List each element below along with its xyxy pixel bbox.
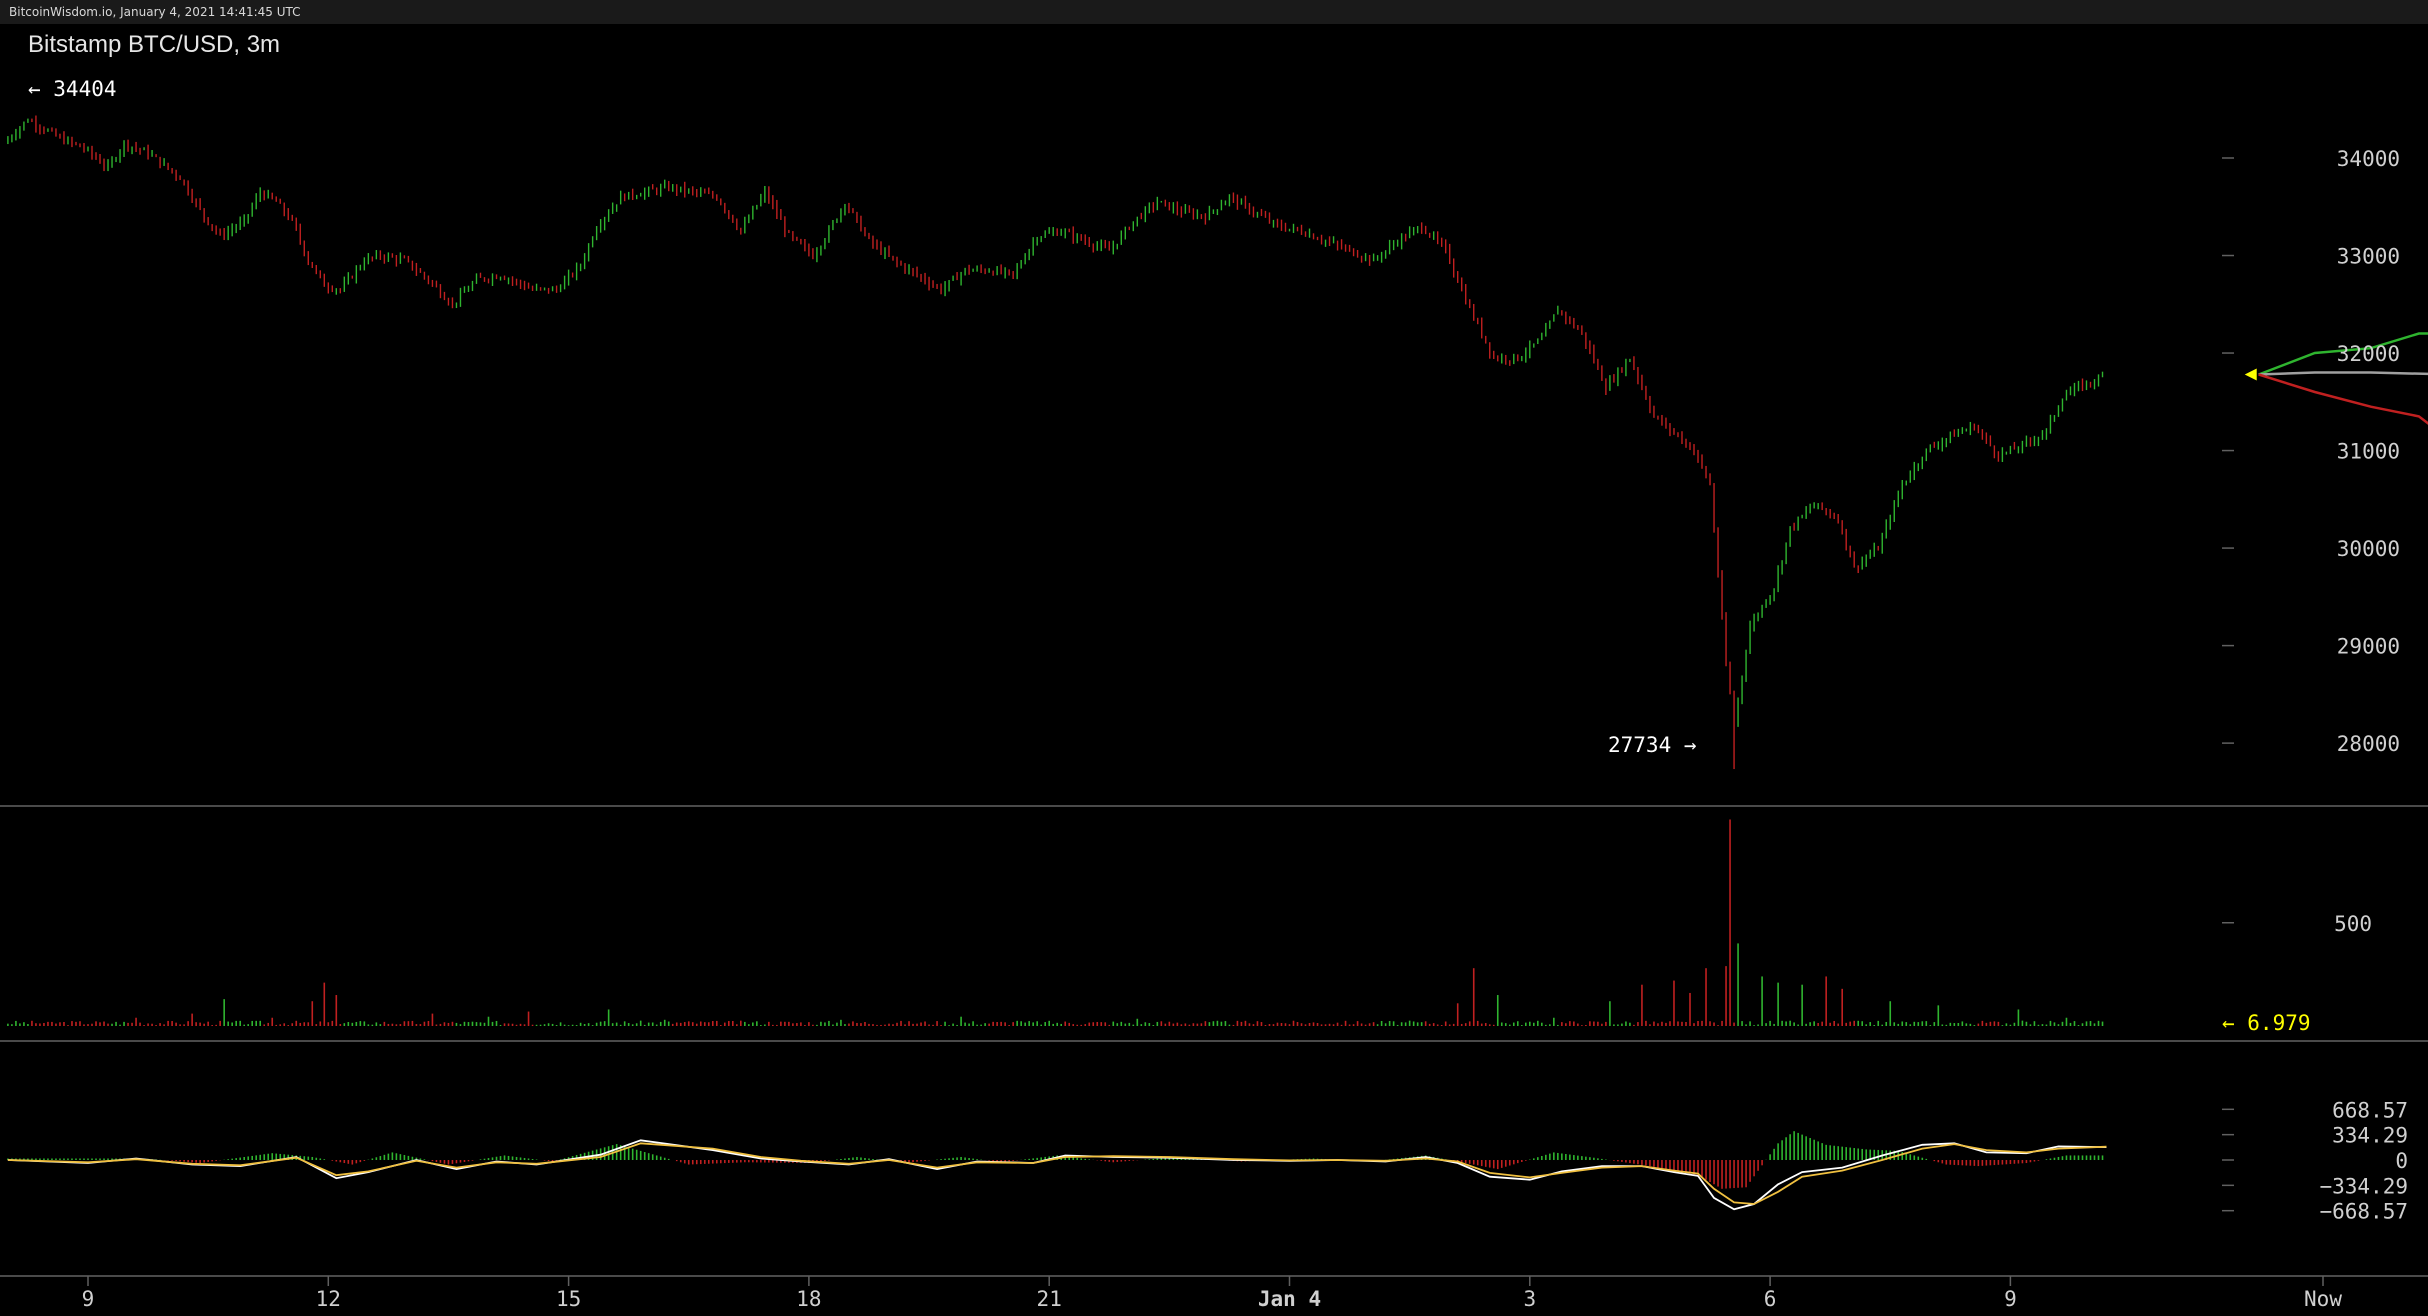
x-tick-label: 9 <box>2004 1287 2017 1311</box>
low-price-label: 27734 → <box>1608 733 1697 757</box>
macd-y-tick-label: 0 <box>2395 1149 2408 1173</box>
x-tick-label: Jan 4 <box>1258 1287 1321 1311</box>
top-bar: BitcoinWisdom.io, January 4, 2021 14:41:… <box>0 0 2428 24</box>
macd-histogram <box>7 1131 2104 1189</box>
panel-separators <box>0 805 2428 1277</box>
x-tick-label: 18 <box>796 1287 821 1311</box>
x-tick-label: 3 <box>1523 1287 1536 1311</box>
depth-forecast <box>2244 332 2428 425</box>
site-timestamp: BitcoinWisdom.io, January 4, 2021 14:41:… <box>9 5 301 19</box>
price-y-tick-label: 29000 <box>2337 635 2400 659</box>
price-y-tick-label: 30000 <box>2337 537 2400 561</box>
price-y-tick-label: 32000 <box>2337 342 2400 366</box>
price-candles <box>7 115 2104 770</box>
chart-frame: 34000 33000 32000 31000 30000 29000 28000 500 66… <box>0 24 2428 1316</box>
forecast-middle-line <box>2258 371 2428 376</box>
chart-canvas[interactable]: 3400033000320003100030000290002800050066… <box>0 24 2428 1316</box>
macd-signal-line <box>7 1142 2107 1205</box>
price-y-tick-label: 28000 <box>2337 732 2400 756</box>
forecast-lower-line <box>2258 373 2428 425</box>
x-tick-label: 9 <box>82 1287 95 1311</box>
macd-lines <box>7 1139 2107 1211</box>
volume-last-label: ← 6.979 <box>2222 1011 2311 1035</box>
volume-y-tick-label: 500 <box>2334 912 2372 936</box>
macd-fast-line <box>7 1139 2107 1211</box>
x-tick-label: 6 <box>1764 1287 1777 1311</box>
y-axis-ticks: 34000 33000 32000 31000 30000 29000 28000 500 66… <box>2222 147 2408 1224</box>
price-y-tick-label: 33000 <box>2337 245 2400 269</box>
macd-y-tick-label: −334.29 <box>2319 1174 2408 1198</box>
forecast-upper-line <box>2258 332 2428 376</box>
high-price-label: ← 34404 <box>28 77 117 101</box>
x-tick-label: 15 <box>556 1287 581 1311</box>
price-y-tick-label: 31000 <box>2337 440 2400 464</box>
x-tick-label: 12 <box>316 1287 341 1311</box>
chart-title: Bitstamp BTC/USD, 3m <box>28 31 280 58</box>
x-tick-label: 21 <box>1037 1287 1062 1311</box>
macd-y-tick-label: −668.57 <box>2319 1200 2408 1224</box>
price-y-tick-label: 34000 <box>2337 147 2400 171</box>
last-price-marker <box>2244 368 2257 381</box>
volume-bars <box>7 819 2104 1026</box>
x-axis-ticks: 9 12 15 18 21 Jan 4 3 6 9 Now <box>82 1276 2342 1311</box>
x-tick-label: Now <box>2304 1287 2342 1311</box>
macd-y-tick-label: 334.29 <box>2332 1124 2408 1148</box>
macd-y-tick-label: 668.57 <box>2332 1098 2408 1122</box>
